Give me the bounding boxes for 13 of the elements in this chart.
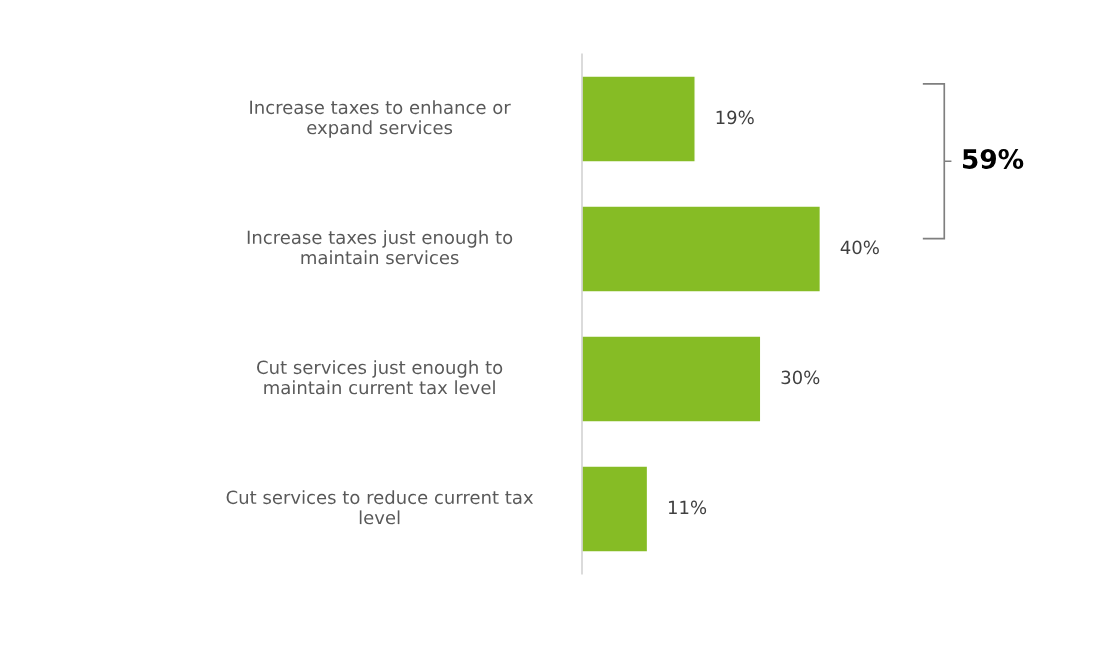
data-label: 40% [840, 240, 879, 255]
y-tick-label: Cut services to reduce current tax level [226, 490, 534, 525]
y-tick-label: Increase taxes to enhance or expand services [250, 100, 511, 138]
data-label: 11% [668, 500, 707, 515]
bar [582, 205, 822, 293]
bar [582, 75, 696, 163]
y-tick-label: Cut services just enough to maintain current tax level [257, 360, 503, 395]
bar [582, 335, 762, 423]
data-label: 30% [781, 370, 820, 385]
text: 59% [963, 148, 1024, 169]
bar [582, 465, 649, 553]
y-tick-label: Increase taxes just enough to maintain services [247, 230, 513, 265]
data-label: 19% [716, 110, 754, 125]
